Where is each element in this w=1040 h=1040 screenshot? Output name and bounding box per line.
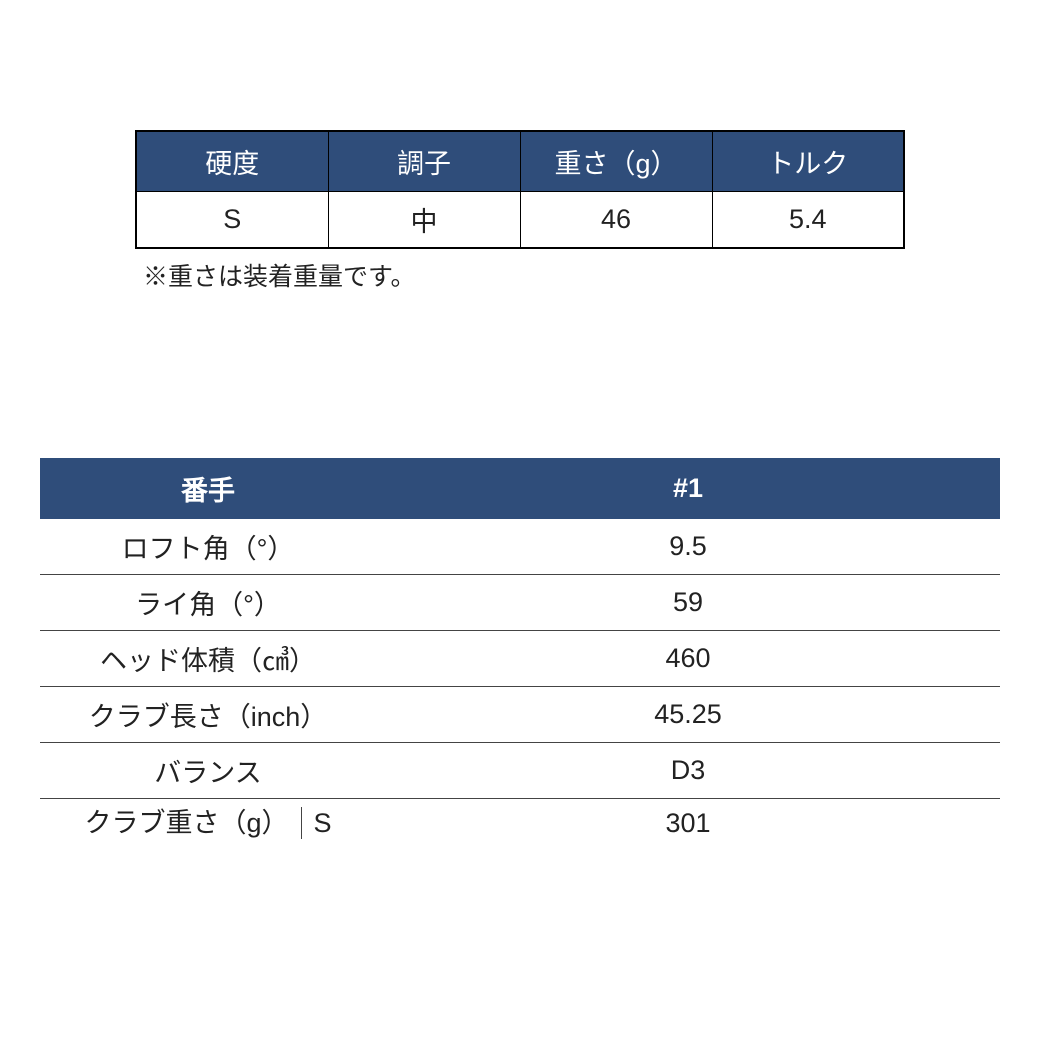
row-label-balance: バランス: [40, 743, 376, 799]
row-label-length: クラブ長さ（inch）: [40, 687, 376, 743]
row-value-lie: 59: [376, 575, 1000, 631]
row-value-balance: D3: [376, 743, 1000, 799]
row-value-length: 45.25: [376, 687, 1000, 743]
table1-cell-kickpoint: 中: [328, 192, 520, 249]
table-row: ヘッド体積（㎤） 460: [40, 631, 1000, 687]
table1-header-weight: 重さ（g）: [520, 131, 712, 192]
row-value-loft: 9.5: [376, 519, 1000, 575]
row-label-headvol: ヘッド体積（㎤）: [40, 631, 376, 687]
table-row: バランス D3: [40, 743, 1000, 799]
table1-header-torque: トルク: [712, 131, 904, 192]
clubweight-flex: S: [302, 807, 332, 839]
row-value-headvol: 460: [376, 631, 1000, 687]
shaft-spec-table: 硬度 調子 重さ（g） トルク S 中 46 5.4: [135, 130, 905, 249]
row-value-clubweight: 301: [376, 799, 1000, 848]
row-label-lie: ライ角（°）: [40, 575, 376, 631]
club-spec-table: 番手 #1 ロフト角（°） 9.5 ライ角（°） 59 ヘッド体積（㎤） 460: [40, 458, 1000, 847]
table1-header-kickpoint: 調子: [328, 131, 520, 192]
table-row: ロフト角（°） 9.5: [40, 519, 1000, 575]
row-label-clubweight: クラブ重さ（g） S: [40, 799, 376, 848]
clubweight-label: クラブ重さ（g）: [84, 807, 301, 839]
table-row: クラブ重さ（g） S 301: [40, 799, 1000, 848]
table1-cell-hardness: S: [136, 192, 328, 249]
table2-header-label: 番手: [40, 458, 376, 519]
table1-cell-weight: 46: [520, 192, 712, 249]
table1-cell-torque: 5.4: [712, 192, 904, 249]
table-row: クラブ長さ（inch） 45.25: [40, 687, 1000, 743]
table2-header-value: #1: [376, 458, 1000, 519]
row-label-loft: ロフト角（°）: [40, 519, 376, 575]
weight-note: ※重さは装着重量です。: [135, 257, 905, 293]
table-row: ライ角（°） 59: [40, 575, 1000, 631]
table1-header-hardness: 硬度: [136, 131, 328, 192]
